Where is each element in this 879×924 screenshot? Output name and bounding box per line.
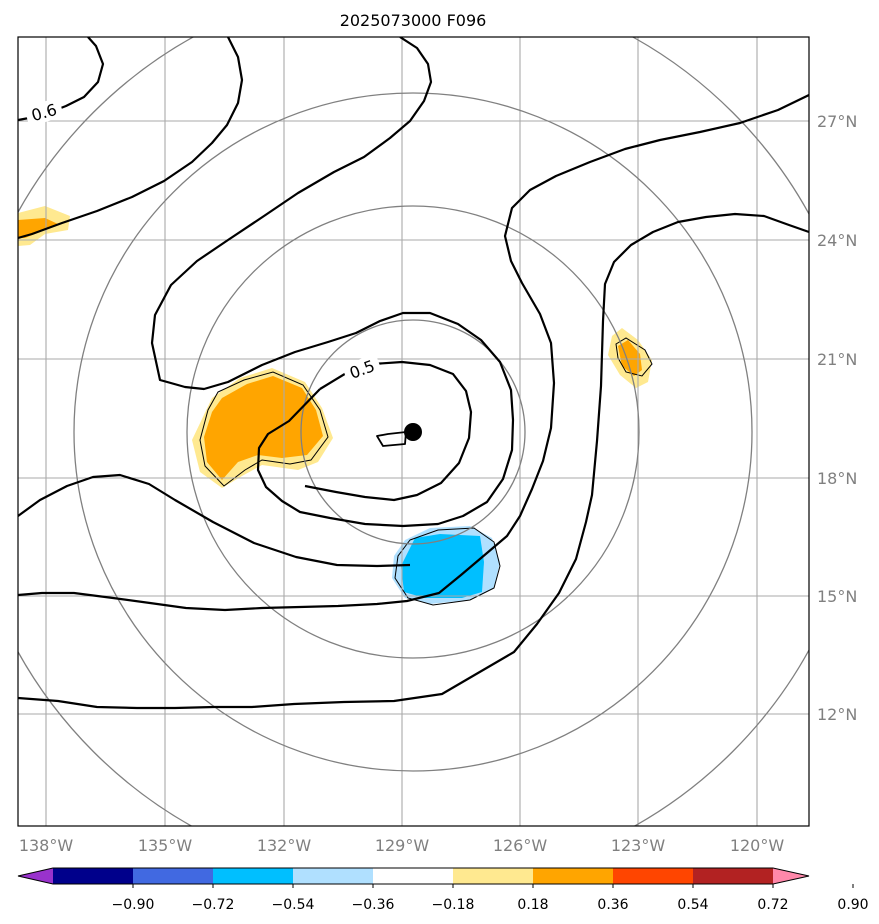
colorbar-labels: −0.90 −0.72 −0.54 −0.36 −0.18 0.18 0.36 0.54 0.7…	[112, 884, 869, 913]
colorbar-tick-label: −0.36	[352, 897, 395, 913]
colorbar-segment	[693, 868, 774, 884]
lon-label-123w: 123°W	[611, 836, 666, 855]
colorbar-tick-label: 0.90	[837, 897, 868, 913]
colorbar	[17, 867, 810, 885]
range-ring-1	[300, 319, 526, 545]
contour-label-bg-05	[341, 353, 383, 385]
lat-label-18n: 18°N	[817, 469, 857, 488]
colorbar-segment	[53, 868, 134, 884]
contour-line-4	[304, 360, 473, 502]
range-ring-2	[186, 205, 640, 659]
lat-label-12n: 12°N	[817, 705, 857, 724]
map-title: 2025073000 F096	[340, 11, 487, 30]
contour-line-6	[18, 212, 809, 710]
contour-line-7	[18, 473, 411, 568]
storm-center-dot	[404, 423, 422, 441]
lon-label-138w: 138°W	[19, 836, 74, 855]
lat-label-21n: 21°N	[817, 350, 857, 369]
contours	[18, 37, 809, 710]
colorbar-segment	[213, 868, 294, 884]
range-ring-3	[73, 92, 753, 772]
range-rings	[18, 37, 809, 826]
contour-line-5	[18, 94, 809, 612]
lat-label-24n: 24°N	[817, 231, 857, 250]
colorbar-extend-low	[18, 868, 53, 884]
colorbar-segment	[133, 868, 214, 884]
lat-label-27n: 27°N	[817, 112, 857, 131]
contour-line-3	[150, 37, 515, 528]
map-frame	[17, 36, 810, 827]
shaded-field	[18, 206, 653, 606]
lon-label-120w: 120°W	[730, 836, 785, 855]
lat-label-15n: 15°N	[817, 587, 857, 606]
longitude-labels: 138°W 135°W 132°W 129°W 126°W 123°W 120°…	[19, 836, 785, 855]
lon-label-126w: 126°W	[493, 836, 548, 855]
colorbar-tick-label: 0.72	[757, 897, 788, 913]
positive-anomaly-core-center	[204, 376, 323, 480]
colorbar-segment	[293, 868, 374, 884]
positive-anomaly-core-east	[618, 340, 642, 376]
colorbar-tick-label: 0.36	[597, 897, 628, 913]
colorbar-tick-label: −0.18	[432, 897, 475, 913]
negative-anomaly-outline	[394, 527, 501, 606]
negative-anomaly-core	[401, 534, 484, 598]
colorbar-tick-label: −0.72	[192, 897, 235, 913]
colorbar-extend-high	[773, 868, 809, 884]
contour-line-2	[18, 37, 244, 240]
center-contour	[376, 431, 407, 447]
latitude-labels: 27°N 24°N 21°N 18°N 15°N 12°N	[817, 112, 857, 724]
colorbar-segment	[453, 868, 534, 884]
positive-anomaly-outline-east	[615, 337, 653, 377]
positive-anomaly-outline-center	[199, 371, 329, 487]
colorbar-tick-label: 0.18	[517, 897, 548, 913]
colorbar-segment	[613, 868, 694, 884]
positive-anomaly-core-west	[18, 218, 58, 238]
colorbar-tick-label: −0.54	[272, 897, 315, 913]
lon-label-129w: 129°W	[375, 836, 430, 855]
colorbar-segment	[373, 868, 454, 884]
colorbar-tick-label: 0.54	[677, 897, 708, 913]
colorbar-segment	[533, 868, 614, 884]
colorbar-tick-label: −0.90	[112, 897, 155, 913]
lon-label-135w: 135°W	[138, 836, 193, 855]
lon-label-132w: 132°W	[257, 836, 312, 855]
map-area: 0.6 0.5	[18, 37, 809, 826]
contour-label-bg-06	[23, 97, 65, 127]
